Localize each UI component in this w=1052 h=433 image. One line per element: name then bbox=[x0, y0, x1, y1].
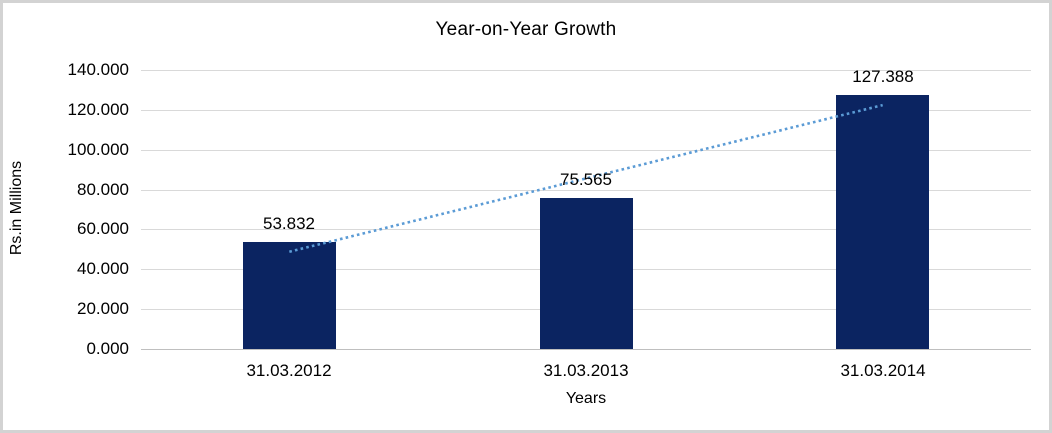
x-tick-label: 31.03.2012 bbox=[246, 361, 332, 380]
y-tick-label: 0.000 bbox=[86, 339, 129, 358]
y-tick-label: 60.000 bbox=[77, 219, 129, 238]
x-axis-title: Years bbox=[565, 390, 607, 407]
y-tick-label: 120.000 bbox=[67, 100, 129, 119]
y-tick-label: 100.000 bbox=[67, 140, 129, 159]
chart-title: Year-on-Year Growth bbox=[435, 19, 617, 40]
y-tick-label: 140.000 bbox=[67, 60, 129, 79]
y-tick-label: 20.000 bbox=[77, 299, 129, 318]
x-axis-line bbox=[141, 349, 1031, 350]
bar-data-label: 53.832 bbox=[263, 214, 315, 233]
y-tick-label: 40.000 bbox=[77, 259, 129, 278]
bar bbox=[836, 95, 929, 349]
x-tick-label: 31.03.2014 bbox=[840, 361, 926, 380]
y-axis-title: Rs.in Millions bbox=[8, 160, 25, 256]
bar bbox=[540, 198, 633, 349]
y-tick-label: 80.000 bbox=[77, 180, 129, 199]
bar-data-label: 127.388 bbox=[852, 67, 914, 86]
bar-data-label: 75.565 bbox=[560, 170, 612, 189]
x-tick-label: 31.03.2013 bbox=[543, 361, 629, 380]
bar bbox=[243, 242, 336, 349]
gridline bbox=[141, 70, 1031, 71]
